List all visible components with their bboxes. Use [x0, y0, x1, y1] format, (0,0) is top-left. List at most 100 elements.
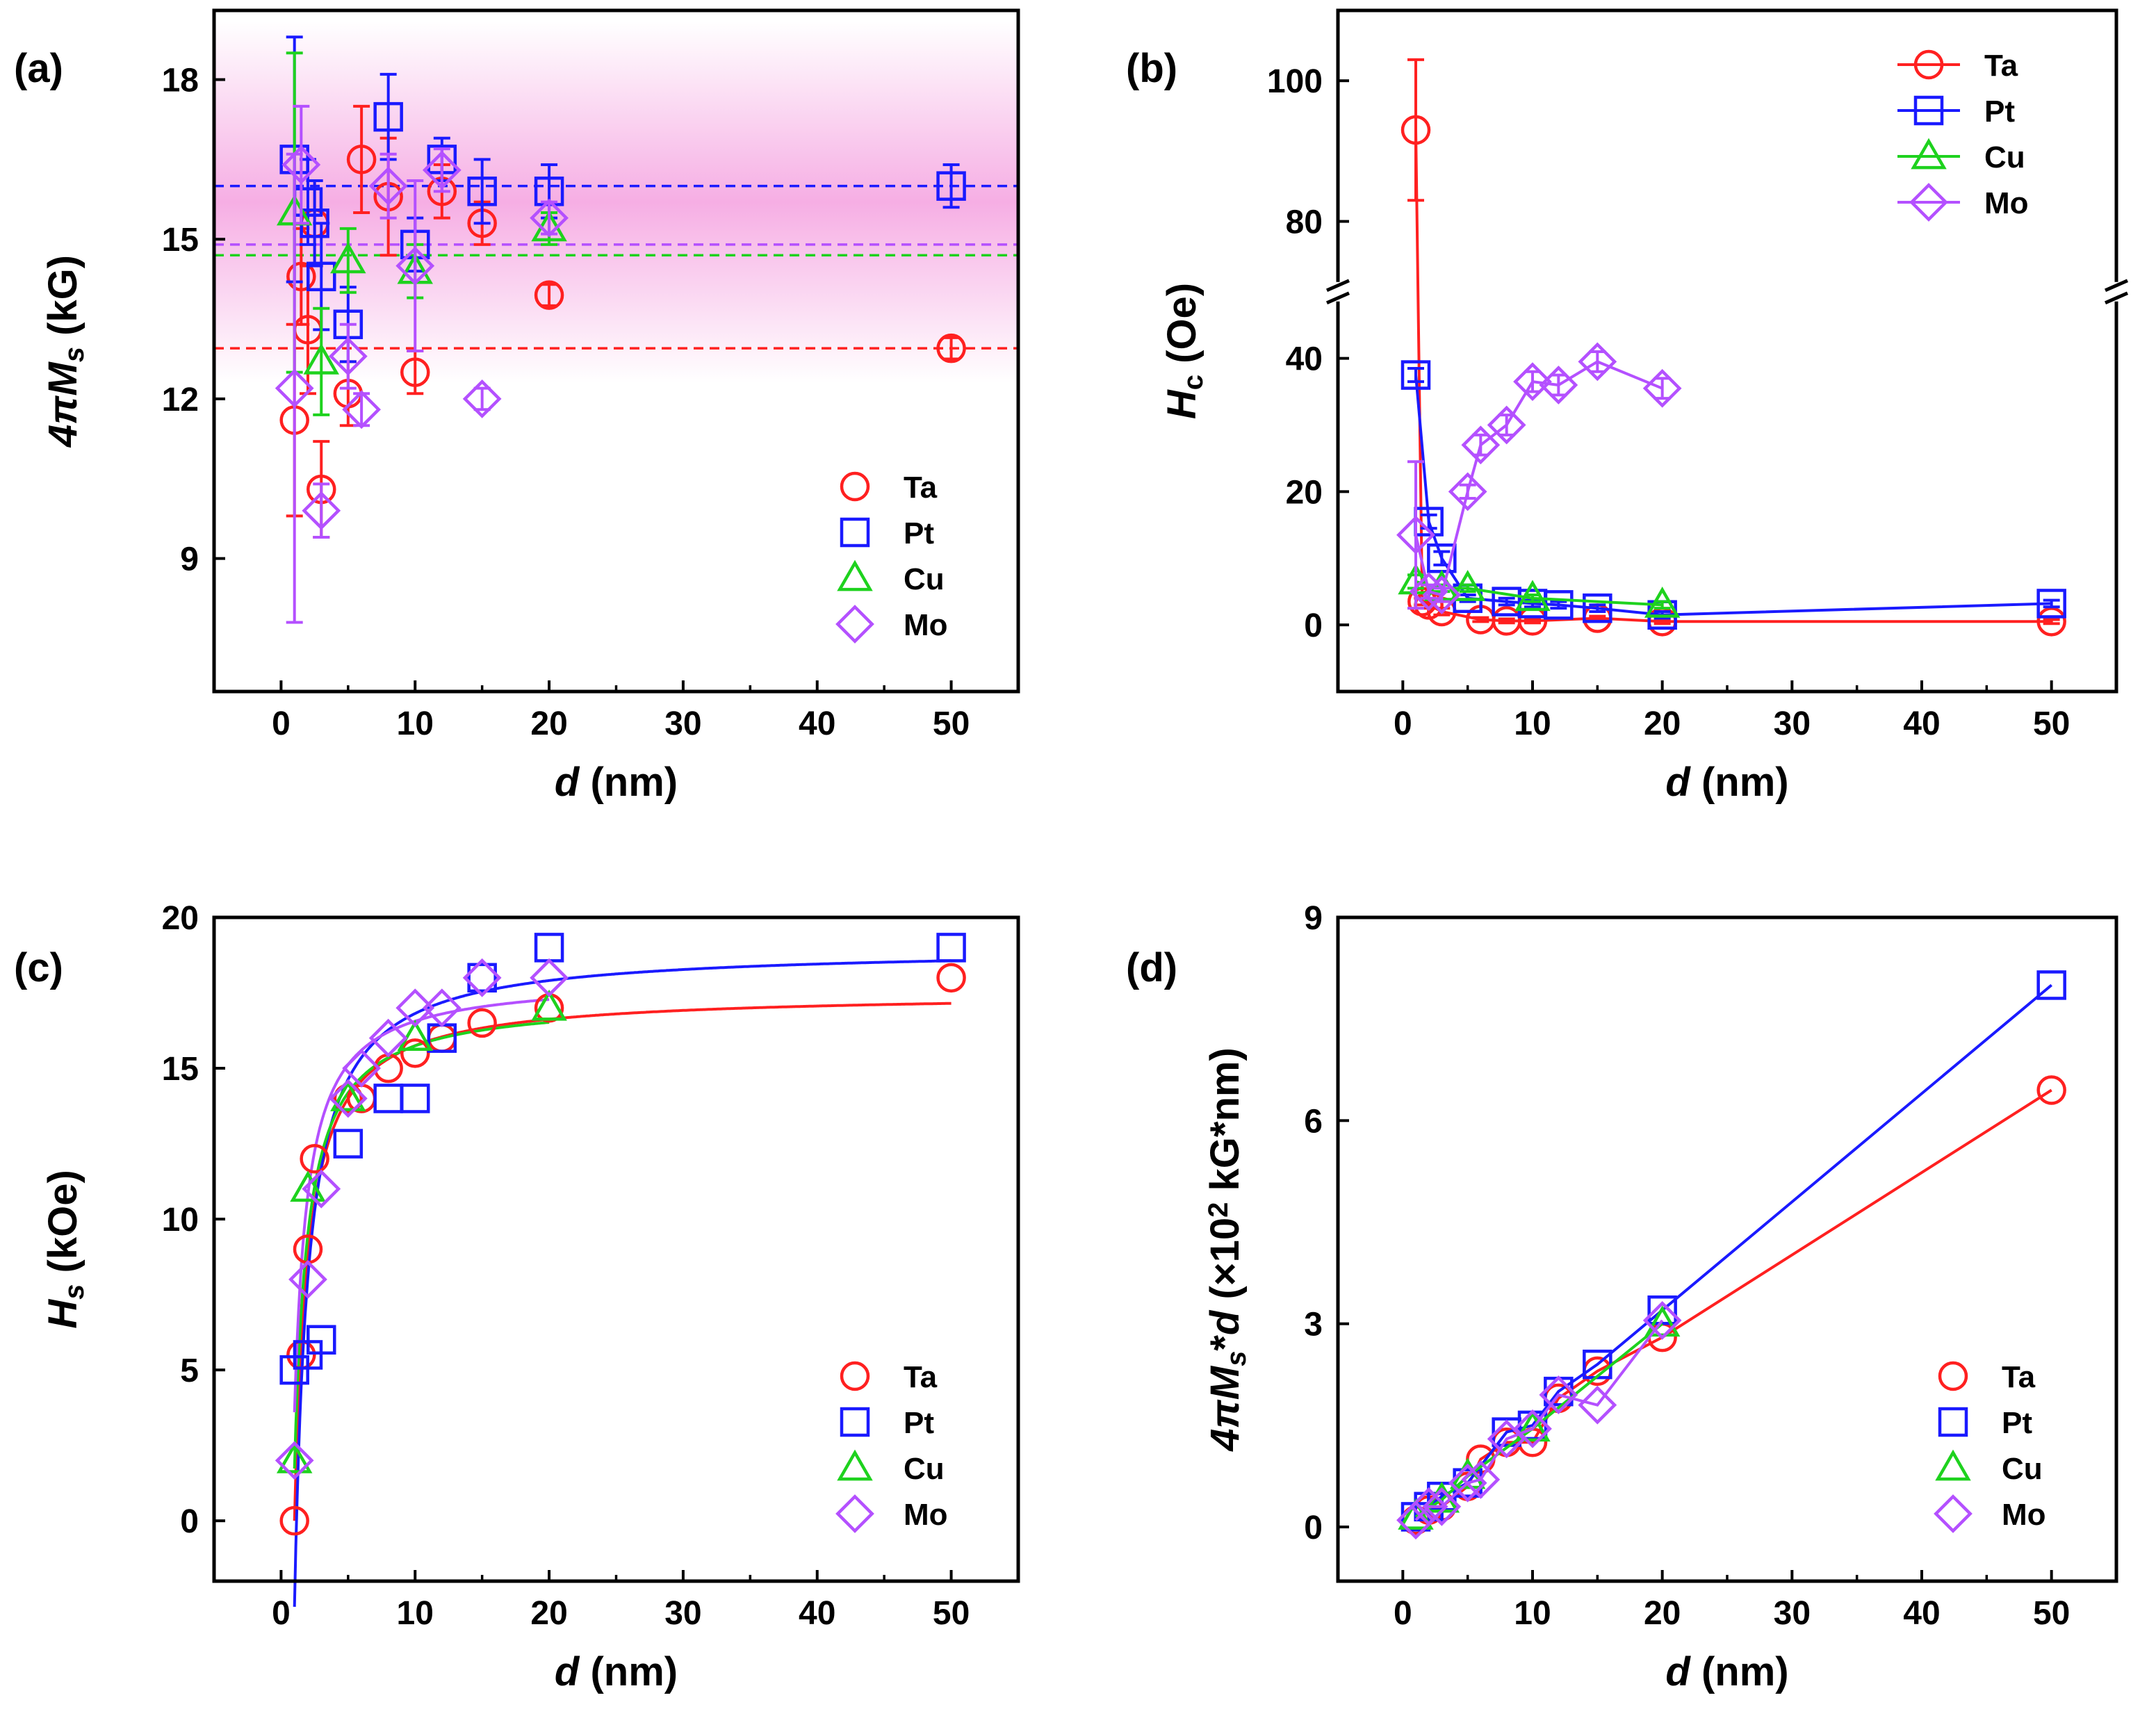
data-point — [1514, 580, 1551, 612]
data-point — [303, 343, 340, 375]
data-point — [346, 145, 377, 174]
series-line — [1414, 129, 2052, 623]
legend-marker — [835, 605, 874, 644]
y-tick-label: 10 — [162, 1202, 199, 1238]
data-point — [373, 1084, 403, 1113]
data-point — [1409, 572, 1448, 612]
legend: Ta Pt Cu Mo — [835, 471, 948, 644]
legend-marker — [1913, 95, 1944, 126]
legend: Ta Pt Cu Mo — [835, 1360, 948, 1533]
data-point — [275, 1441, 314, 1480]
data-point — [373, 101, 403, 132]
axis-label-part: s — [59, 1284, 90, 1300]
data-point — [1461, 425, 1501, 465]
x-tick-label: 20 — [530, 705, 567, 742]
axis-label-part: 2 — [1203, 1202, 1234, 1218]
y-tick-label: 15 — [162, 1051, 199, 1088]
panel-label: (c) — [14, 945, 63, 990]
data-point — [1578, 342, 1617, 382]
x-tick-label: 10 — [397, 705, 434, 742]
x-axis-label-unit: (nm) — [1690, 1649, 1789, 1694]
data-point — [1513, 1409, 1552, 1448]
x-tick-label: 40 — [1903, 1595, 1940, 1632]
data-point — [530, 198, 569, 238]
legend-item-ta: Ta — [840, 1360, 938, 1394]
axis-break-mark — [1325, 279, 1350, 293]
legend-label: Mo — [904, 1498, 948, 1532]
legend-marker — [837, 559, 873, 591]
y-tick-label: 6 — [1304, 1103, 1323, 1140]
axis-break-mark — [2104, 291, 2129, 305]
data-point — [368, 166, 408, 206]
legend-label: Ta — [904, 471, 938, 505]
y-tick-label: 9 — [1304, 900, 1323, 937]
data-point — [1422, 575, 1462, 614]
fit-curve-mo — [293, 998, 550, 1412]
x-axis-label-unit: (nm) — [579, 760, 678, 805]
data-point — [1396, 1501, 1435, 1540]
data-point — [333, 1129, 364, 1159]
data-point — [1539, 366, 1578, 404]
y-tick-label: 5 — [180, 1352, 199, 1389]
data-point — [1583, 593, 1612, 623]
data-point — [936, 933, 966, 963]
data-point — [1513, 362, 1552, 402]
data-point — [328, 1079, 368, 1118]
data-point — [1644, 586, 1681, 618]
x-axis-label-unit: (nm) — [1690, 760, 1789, 805]
series-cu — [276, 989, 567, 1473]
x-axis-label: d (nm) — [1665, 1649, 1788, 1694]
x-tick-label: 10 — [1514, 705, 1551, 742]
x-tick-label: 50 — [933, 1595, 970, 1632]
axis-break-mark — [2104, 279, 2129, 293]
x-axis-label-var: d — [555, 760, 580, 805]
data-point — [1642, 368, 1682, 408]
data-point — [1448, 1463, 1487, 1503]
axis-label-part: 4 — [1202, 1429, 1248, 1452]
axis-label-part: H — [1159, 389, 1204, 419]
legend-label: Pt — [2002, 1406, 2032, 1440]
y-tick-label: 100 — [1267, 63, 1323, 100]
panel-c: 0 10 20 30 40 50 0 5 10 15 20 (c) d (nm) Hs (kOe) Ta Pt… — [14, 900, 1020, 1694]
data-point — [2036, 970, 2066, 1000]
legend-item-pt: Pt — [1938, 1406, 2032, 1440]
data-point — [1396, 515, 1435, 555]
data-point — [936, 171, 966, 201]
data-point — [342, 1049, 381, 1088]
data-point — [1400, 115, 1431, 145]
panel-a: 0 10 20 30 40 50 9 12 15 18 (a) d (nm) 4πMs (kG) Ta Pt… — [14, 8, 1020, 805]
data-point — [275, 368, 314, 408]
data-point — [342, 390, 381, 430]
legend-item-ta: Ta — [1938, 1360, 2036, 1394]
y-tick-label: 0 — [1304, 1510, 1323, 1546]
legend-label: Pt — [904, 1406, 934, 1440]
y-axis-label: 4πMs (kG) — [40, 255, 90, 448]
y-tick-label: 9 — [180, 541, 199, 578]
legend-label: Cu — [904, 1452, 945, 1486]
x-tick-label: 20 — [1644, 705, 1681, 742]
y-tick-label: 20 — [162, 900, 199, 937]
legend-item-cu: Cu — [837, 559, 945, 596]
data-point — [462, 379, 502, 418]
x-tick-label: 50 — [2033, 705, 2070, 742]
x-tick-label: 0 — [272, 1595, 291, 1632]
x-axis-label-var: d — [555, 1649, 580, 1694]
data-point — [286, 261, 316, 292]
legend-item-ta: Ta — [840, 471, 938, 505]
fit-curve-pt — [293, 959, 952, 1607]
y-axis-label: Hc (Oe) — [1159, 283, 1209, 419]
y-tick-label: 15 — [162, 222, 199, 259]
data-point — [281, 145, 321, 184]
data-point — [288, 1260, 327, 1299]
data-point — [1644, 1305, 1681, 1337]
data-point — [307, 261, 336, 292]
x-axis-label: d (nm) — [1665, 760, 1788, 805]
x-tick-label: 50 — [933, 705, 970, 742]
axis-label-part: d — [1202, 1309, 1248, 1335]
data-point — [1448, 472, 1487, 512]
panel-label: (b) — [1126, 46, 1177, 91]
data-point — [530, 958, 569, 997]
legend-label: Ta — [2002, 1360, 2036, 1394]
